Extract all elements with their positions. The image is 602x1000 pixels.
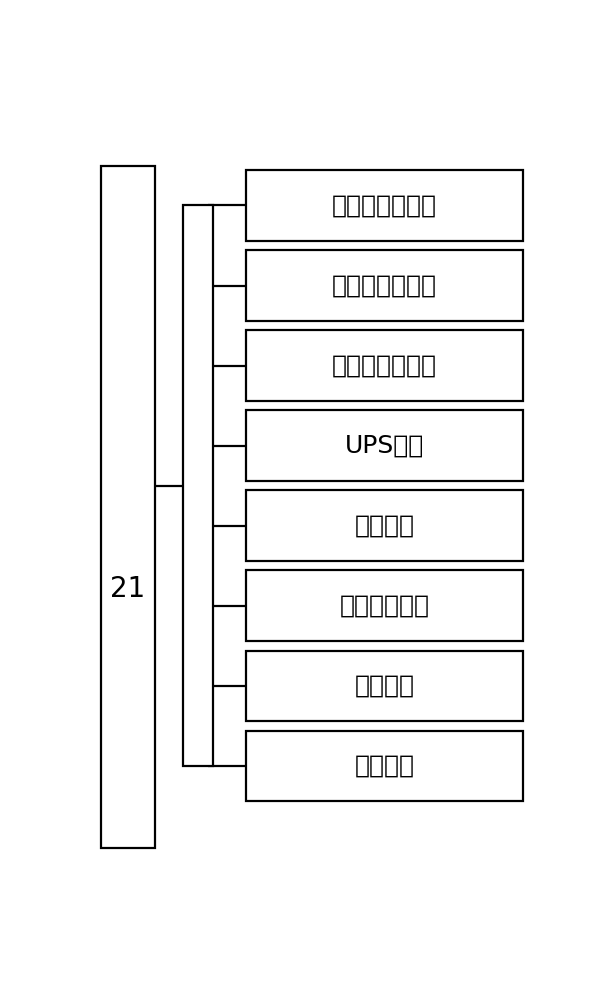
Bar	[246, 330, 523, 401]
Text: 采集卡控制模块: 采集卡控制模块	[332, 354, 437, 378]
Text: 采集笱控制模块: 采集笱控制模块	[332, 274, 437, 298]
Text: UPS模块: UPS模块	[345, 434, 424, 458]
Bar	[101, 166, 155, 848]
Bar	[246, 490, 523, 561]
Text: 通信模块: 通信模块	[355, 514, 414, 538]
Text: 绘图模块: 绘图模块	[355, 674, 414, 698]
Text: 数据处理模块: 数据处理模块	[340, 594, 429, 618]
Text: 激光器控制模块: 激光器控制模块	[332, 193, 437, 217]
Bar	[246, 250, 523, 321]
Bar	[246, 651, 523, 721]
Bar	[246, 410, 523, 481]
Text: 21: 21	[110, 575, 145, 603]
Text: 日志模块: 日志模块	[355, 754, 414, 778]
Bar	[246, 170, 523, 241]
Bar	[246, 731, 523, 801]
Bar	[246, 570, 523, 641]
Bar	[182, 205, 213, 766]
